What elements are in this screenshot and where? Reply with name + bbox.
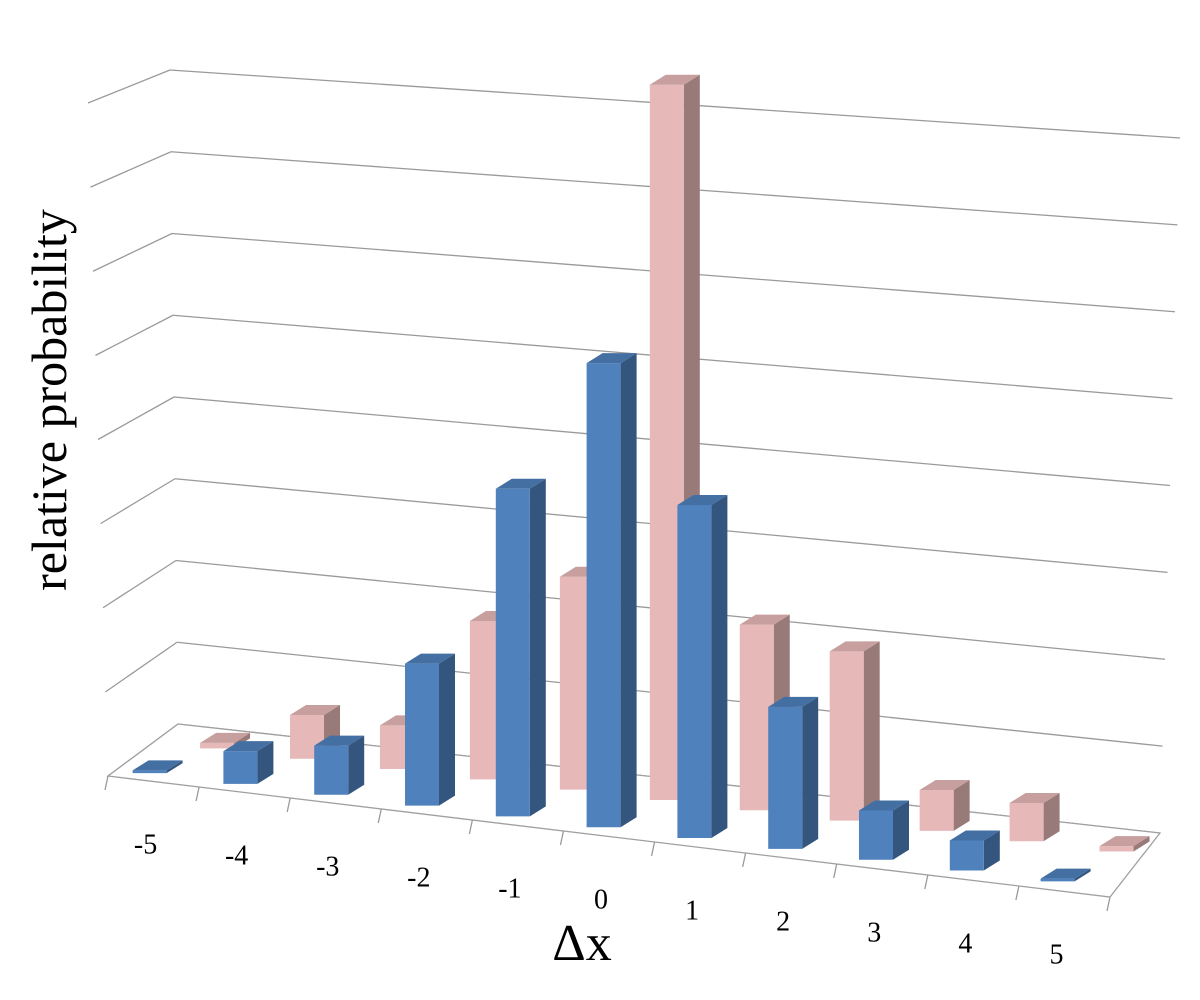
tick-mark <box>1106 896 1111 912</box>
tick-mark <box>1015 885 1020 901</box>
tick-mark <box>195 786 200 802</box>
tick-mark <box>377 808 382 824</box>
bar-series-1 <box>1040 868 1091 882</box>
x-tick-label: -3 <box>316 852 339 883</box>
x-tick-label: 2 <box>776 907 790 938</box>
x-tick-label: 1 <box>685 896 699 927</box>
tick-mark <box>742 852 747 868</box>
side-gridline <box>97 396 175 441</box>
bar-series-1 <box>586 353 637 828</box>
side-gridline <box>92 232 173 272</box>
bar-series-1 <box>314 735 365 795</box>
side-gridline <box>87 69 171 104</box>
tick-mark <box>833 863 838 879</box>
x-tick-label: -4 <box>225 841 248 872</box>
side-gridline <box>102 559 177 609</box>
bar-series-1 <box>949 830 1000 871</box>
x-axis-label: Δx <box>552 915 611 972</box>
x-tick-label: -5 <box>134 830 157 861</box>
bar-series-1 <box>677 494 728 839</box>
side-wall-gridlines <box>87 69 179 777</box>
tick-mark <box>104 775 109 791</box>
bar-series-2 <box>1009 792 1060 842</box>
side-gridline <box>90 151 172 188</box>
bar-series-2 <box>919 779 970 831</box>
bar-series-1 <box>405 653 455 806</box>
bar-series-1 <box>132 760 183 774</box>
bar-series-1 <box>859 800 909 860</box>
side-gridline <box>105 641 178 693</box>
tick-mark <box>468 819 473 835</box>
y-axis-label: relative probability <box>21 209 77 591</box>
bars <box>132 74 1150 882</box>
x-tick-label: 5 <box>1049 940 1063 971</box>
bar-series-2 <box>1099 836 1150 852</box>
x-tick-labels: -5 -4 -3 -2 -1 0 1 2 3 4 5 <box>104 775 1111 971</box>
x-tick-label: 0 <box>594 885 608 916</box>
side-gridline <box>95 314 174 356</box>
tick-mark <box>286 797 291 813</box>
bar-series-2 <box>829 641 880 821</box>
x-tick-label: -2 <box>407 863 430 894</box>
tick-mark <box>650 841 656 857</box>
tick-mark <box>559 830 565 846</box>
bar-series-1 <box>223 741 274 784</box>
x-tick-label: 3 <box>867 918 881 949</box>
side-gridline <box>100 478 176 525</box>
bar-series-1 <box>495 478 546 817</box>
x-tick-label: -1 <box>498 874 521 905</box>
bar-series-1 <box>768 696 819 849</box>
tick-mark <box>924 874 929 890</box>
x-tick-label: 4 <box>958 929 972 960</box>
